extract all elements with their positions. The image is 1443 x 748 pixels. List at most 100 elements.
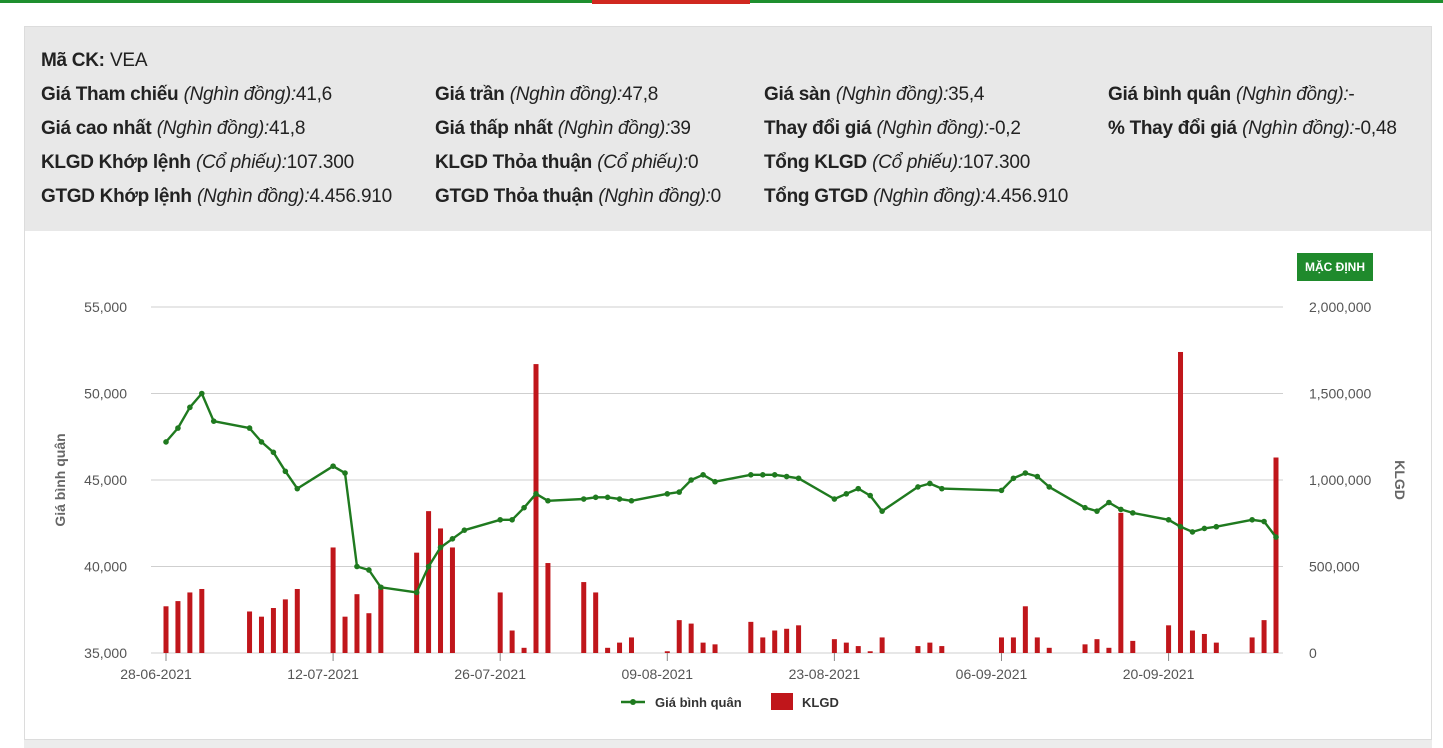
volume-bar	[449, 547, 455, 653]
x-tick-label: 06-09-2021	[956, 666, 1028, 682]
info-row: Giá Tham chiếu (Nghìn đồng):41,6 Giá trần…	[25, 80, 1431, 110]
default-view-button[interactable]: MẶC ĐỊNH	[1297, 253, 1373, 281]
info-field: KLGD Thỏa thuận (Cổ phiếu):0	[435, 148, 699, 178]
price-point	[1273, 534, 1279, 540]
price-point	[1106, 499, 1112, 506]
x-tick-label: 20-09-2021	[1123, 666, 1195, 682]
info-field: Giá trần (Nghìn đồng):47,8	[435, 80, 658, 110]
info-field: Giá bình quân (Nghìn đồng):-	[1108, 80, 1355, 110]
volume-bar	[199, 588, 205, 653]
price-point	[210, 418, 217, 424]
volume-bar	[1046, 647, 1052, 653]
price-point	[1094, 508, 1100, 514]
price-point	[628, 497, 635, 504]
price-point	[1189, 529, 1196, 535]
price-point	[927, 480, 933, 487]
volume-bar	[497, 592, 503, 653]
field-label: Giá bình quân	[1108, 84, 1231, 105]
field-label: KLGD Khớp lệnh	[41, 152, 191, 173]
volume-bar	[330, 547, 336, 653]
y-right-tick-label: 1,500,000	[1309, 386, 1371, 402]
field-unit: (Nghìn đồng):	[873, 186, 986, 207]
price-point	[449, 536, 456, 542]
volume-bar	[700, 642, 706, 653]
field-label: KLGD Thỏa thuận	[435, 152, 592, 173]
field-label: GTGD Thỏa thuận	[435, 186, 594, 207]
legend-price-label: Giá bình quân	[655, 695, 742, 710]
volume-bar	[1261, 620, 1267, 653]
field-value: 47,8	[621, 84, 659, 105]
volume-bar	[1201, 633, 1207, 653]
volume-bar	[628, 637, 634, 653]
volume-bar	[617, 642, 623, 653]
y-right-tick-label: 500,000	[1309, 559, 1360, 575]
y-left-tick-label: 40,000	[84, 559, 127, 575]
price-point	[545, 497, 551, 504]
price-point	[915, 484, 921, 490]
volume-bar	[1034, 637, 1040, 653]
price-point	[330, 463, 336, 469]
price-point	[163, 439, 169, 445]
field-value: 4.456.910	[309, 186, 393, 207]
price-point	[1082, 504, 1088, 511]
field-value: 41,6	[295, 84, 333, 105]
volume-bar	[772, 630, 778, 653]
volume-bar	[843, 642, 849, 653]
volume-bar	[855, 646, 861, 653]
price-point	[795, 475, 802, 482]
y-right-tick-label: 2,000,000	[1309, 299, 1371, 315]
volume-bar	[545, 563, 551, 653]
volume-bar	[927, 642, 933, 653]
price-point	[533, 491, 539, 497]
volume-bar	[1166, 625, 1172, 653]
y-right-tick-label: 0	[1309, 645, 1317, 661]
price-point	[246, 425, 253, 431]
price-point	[294, 485, 301, 492]
price-point	[461, 527, 468, 533]
field-unit: (Cổ phiếu):	[597, 152, 688, 173]
volume-bar	[593, 592, 599, 653]
info-field: Giá thấp nhất (Nghìn đồng):39	[435, 114, 691, 144]
info-field: % Thay đổi giá (Nghìn đồng):-0,48	[1108, 114, 1397, 144]
price-point	[366, 567, 372, 573]
volume-bar	[998, 637, 1004, 653]
price-point	[688, 477, 694, 483]
volume-bar	[354, 594, 360, 653]
ticker-field: Mã CK: VEA	[41, 46, 148, 76]
info-field: Tổng KLGD (Cổ phiếu):107.300	[764, 148, 1030, 178]
field-unit: (Nghìn đồng):	[1242, 118, 1355, 139]
info-field: KLGD Khớp lệnh (Cổ phiếu):107.300	[41, 148, 354, 178]
volume-bar	[784, 628, 790, 653]
field-label: Giá thấp nhất	[435, 118, 553, 139]
price-point	[759, 472, 766, 478]
y-left-tick-label: 35,000	[84, 645, 127, 661]
volume-bar	[1249, 637, 1255, 653]
volume-bar	[879, 637, 885, 653]
field-unit: (Nghìn đồng):	[876, 118, 990, 139]
info-row: GTGD Khớp lệnh (Nghìn đồng):4.456.910 GTG…	[25, 182, 1431, 212]
price-point	[1129, 510, 1136, 516]
price-point	[282, 468, 289, 475]
volume-bar	[1213, 642, 1219, 653]
volume-bar	[509, 630, 515, 653]
field-label: % Thay đổi giá	[1108, 118, 1237, 139]
volume-bar	[748, 621, 754, 653]
price-point	[712, 478, 718, 485]
field-unit: (Nghìn đồng):	[598, 186, 711, 207]
price-point	[867, 492, 873, 499]
price-point	[1249, 516, 1255, 523]
field-label: Giá cao nhất	[41, 118, 152, 139]
x-tick-label: 23-08-2021	[789, 666, 861, 682]
price-point	[1213, 523, 1220, 530]
x-tick-label: 09-08-2021	[621, 666, 693, 682]
field-value: -0,2	[988, 118, 1021, 139]
price-point	[1010, 475, 1017, 482]
price-point	[413, 589, 420, 596]
volume-bar	[1010, 637, 1016, 653]
volume-bar	[366, 613, 372, 653]
info-field: Giá Tham chiếu (Nghìn đồng):41,6	[41, 80, 332, 110]
volume-bar	[294, 588, 300, 653]
field-unit: (Nghìn đồng):	[183, 84, 297, 105]
volume-bar	[521, 647, 527, 653]
ticker-value: VEA	[109, 50, 148, 71]
